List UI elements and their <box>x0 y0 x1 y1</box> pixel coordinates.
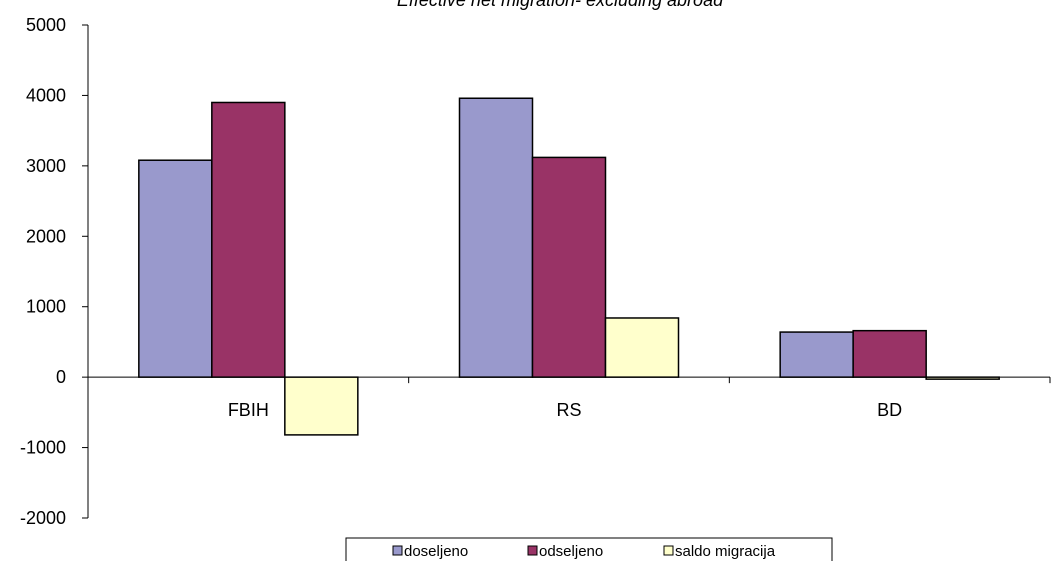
y-tick-label: 2000 <box>26 226 66 246</box>
bar-saldo-migracija-fbih <box>284 376 359 436</box>
y-tick-label: -2000 <box>20 508 66 528</box>
y-tick-label: 5000 <box>26 15 66 35</box>
y-tick-label: 0 <box>56 367 66 387</box>
legend-swatch <box>527 545 538 556</box>
bar-odseljeno-bd <box>852 329 927 378</box>
bar-doseljeno-fbih <box>138 159 213 378</box>
bar-saldo-migracija-rs <box>604 317 680 378</box>
legend-label: saldo migracija <box>675 543 776 560</box>
legend-swatch <box>392 545 403 556</box>
bars <box>138 97 1000 436</box>
legend: doseljeno odseljeno saldo migracija <box>345 537 833 561</box>
category-label: RS <box>556 400 581 420</box>
category-labels: FBIH RS BD <box>228 400 902 420</box>
legend-swatch <box>663 545 674 556</box>
bar-doseljeno-bd <box>779 331 854 378</box>
y-tick-label: 1000 <box>26 297 66 317</box>
chart-title: Effective net migration- excluding abroa… <box>397 0 724 10</box>
y-tick-label: 3000 <box>26 156 66 176</box>
bar-odseljeno-rs <box>531 156 607 378</box>
y-tick-label: -1000 <box>20 438 66 458</box>
category-label: FBIH <box>228 400 269 420</box>
bar-odseljeno-fbih <box>211 101 286 378</box>
bar-saldo-migracija-bd <box>925 376 1000 380</box>
legend-box <box>345 537 833 561</box>
legend-label: odseljeno <box>539 543 603 560</box>
category-label: BD <box>877 400 902 420</box>
legend-label: doseljeno <box>404 543 468 560</box>
y-tick-label: 4000 <box>26 85 66 105</box>
bar-doseljeno-rs <box>458 97 534 378</box>
